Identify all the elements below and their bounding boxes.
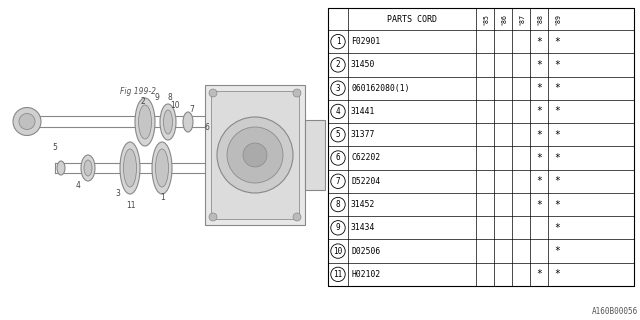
Bar — [305, 120, 325, 190]
Ellipse shape — [160, 104, 176, 140]
Text: H02102: H02102 — [351, 270, 380, 279]
Circle shape — [331, 35, 345, 49]
Ellipse shape — [163, 110, 173, 134]
Circle shape — [331, 128, 345, 142]
Circle shape — [243, 143, 267, 167]
Text: '85: '85 — [482, 13, 488, 25]
Circle shape — [227, 127, 283, 183]
Text: *: * — [536, 107, 542, 116]
Circle shape — [13, 108, 41, 135]
Text: 4: 4 — [336, 107, 340, 116]
Text: *: * — [554, 130, 560, 140]
Bar — [0, 0, 327, 320]
Text: '89: '89 — [554, 13, 560, 25]
Text: *: * — [536, 269, 542, 279]
Text: 7: 7 — [189, 106, 195, 115]
Text: *: * — [554, 60, 560, 70]
Text: *: * — [536, 153, 542, 163]
Text: PARTS CORD: PARTS CORD — [387, 14, 437, 23]
Text: 2: 2 — [141, 97, 145, 106]
Circle shape — [331, 58, 345, 72]
Text: D02506: D02506 — [351, 247, 380, 256]
Text: 060162080(1): 060162080(1) — [351, 84, 410, 93]
Text: 31377: 31377 — [351, 130, 376, 139]
Circle shape — [331, 81, 345, 95]
Text: 9: 9 — [336, 223, 340, 232]
Ellipse shape — [124, 149, 136, 187]
Ellipse shape — [135, 98, 155, 146]
Text: 31450: 31450 — [351, 60, 376, 69]
Ellipse shape — [57, 161, 65, 175]
Text: 8: 8 — [336, 200, 340, 209]
Ellipse shape — [120, 142, 140, 194]
Circle shape — [209, 213, 217, 221]
Text: 5: 5 — [336, 130, 340, 139]
Text: 31452: 31452 — [351, 200, 376, 209]
Text: '88: '88 — [536, 13, 542, 25]
Bar — [205, 85, 305, 225]
Text: 10: 10 — [170, 100, 180, 109]
Text: *: * — [554, 200, 560, 210]
Text: 11: 11 — [333, 270, 342, 279]
Text: *: * — [554, 246, 560, 256]
Text: 31434: 31434 — [351, 223, 376, 232]
Text: 1: 1 — [336, 37, 340, 46]
Text: Fig 199-2: Fig 199-2 — [120, 87, 156, 97]
Text: C62202: C62202 — [351, 154, 380, 163]
Ellipse shape — [81, 155, 95, 181]
Text: *: * — [554, 223, 560, 233]
Text: 9: 9 — [155, 93, 159, 102]
Ellipse shape — [152, 142, 172, 194]
Text: *: * — [536, 130, 542, 140]
Text: *: * — [554, 176, 560, 186]
Ellipse shape — [156, 149, 168, 187]
Text: *: * — [554, 36, 560, 47]
Text: A160B00056: A160B00056 — [592, 307, 638, 316]
Text: 4: 4 — [76, 181, 81, 190]
Text: '87: '87 — [518, 13, 524, 25]
Text: 7: 7 — [336, 177, 340, 186]
Circle shape — [331, 151, 345, 165]
Circle shape — [331, 220, 345, 235]
Text: *: * — [554, 83, 560, 93]
Text: 3: 3 — [116, 189, 120, 198]
Text: *: * — [536, 83, 542, 93]
Bar — [328, 8, 634, 286]
Circle shape — [331, 267, 345, 282]
Ellipse shape — [138, 105, 152, 139]
Text: 6: 6 — [205, 123, 209, 132]
Ellipse shape — [84, 160, 92, 176]
Text: 1: 1 — [161, 193, 165, 202]
Text: 11: 11 — [126, 201, 136, 210]
Text: *: * — [536, 60, 542, 70]
Circle shape — [331, 244, 345, 258]
Text: *: * — [536, 176, 542, 186]
Text: 31441: 31441 — [351, 107, 376, 116]
Text: '86: '86 — [500, 13, 506, 25]
Text: F02901: F02901 — [351, 37, 380, 46]
Text: *: * — [536, 36, 542, 47]
Text: *: * — [554, 107, 560, 116]
Text: *: * — [554, 153, 560, 163]
Circle shape — [217, 117, 293, 193]
Text: 2: 2 — [336, 60, 340, 69]
Text: 6: 6 — [336, 154, 340, 163]
Ellipse shape — [183, 112, 193, 132]
Circle shape — [293, 89, 301, 97]
Bar — [211, 91, 299, 219]
Circle shape — [331, 197, 345, 212]
Text: 5: 5 — [52, 143, 58, 153]
Text: D52204: D52204 — [351, 177, 380, 186]
Text: *: * — [536, 200, 542, 210]
Text: *: * — [554, 269, 560, 279]
Text: 8: 8 — [168, 93, 172, 102]
Text: 10: 10 — [333, 247, 342, 256]
Circle shape — [331, 104, 345, 119]
Circle shape — [293, 213, 301, 221]
Text: 3: 3 — [336, 84, 340, 93]
Circle shape — [209, 89, 217, 97]
Circle shape — [19, 114, 35, 130]
Circle shape — [331, 174, 345, 188]
